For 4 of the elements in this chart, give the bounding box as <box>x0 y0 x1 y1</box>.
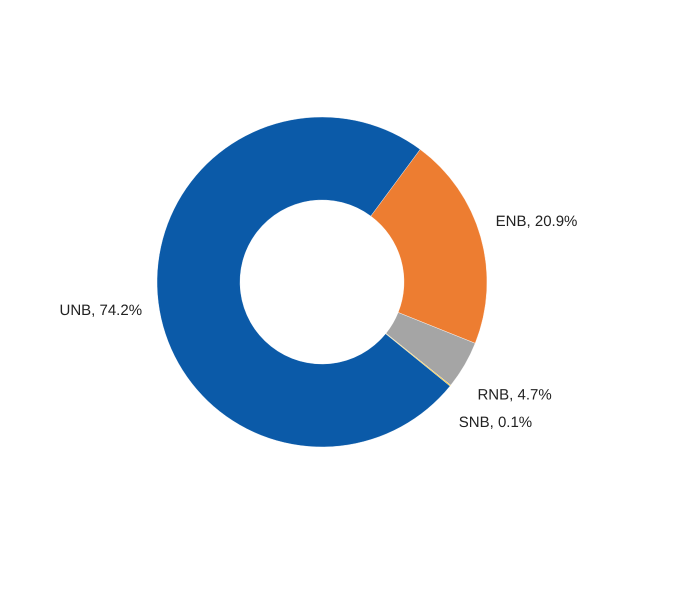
slice-label: SNB, 0.1% <box>458 414 532 432</box>
slice-label: ENB, 20.9% <box>496 213 578 230</box>
slice-label: UNB, 74.2% <box>59 302 142 319</box>
slice-label: RNB, 4.7% <box>477 386 552 404</box>
